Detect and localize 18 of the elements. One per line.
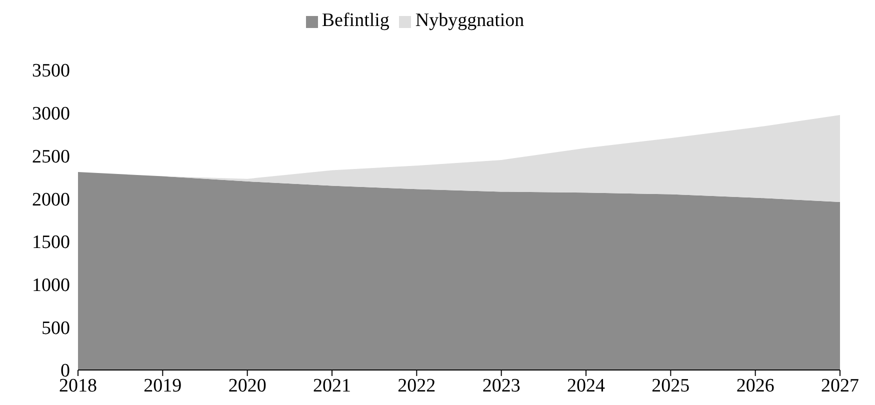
- x-tick-label: 2020: [228, 375, 266, 396]
- x-tick-label: 2022: [398, 375, 436, 396]
- x-tick-label: 2023: [482, 375, 520, 396]
- legend-label: Befintlig: [322, 10, 390, 31]
- x-tick-label: 2021: [313, 375, 351, 396]
- y-tick-label: 1000: [32, 275, 70, 296]
- legend-label: Nybyggnation: [415, 10, 524, 31]
- y-tick-label: 2000: [32, 189, 70, 210]
- x-tick-label: 2019: [144, 375, 182, 396]
- x-tick-label: 2024: [567, 375, 606, 396]
- x-tick-label: 2027: [821, 375, 859, 396]
- y-tick-label: 3000: [32, 104, 70, 125]
- x-tick-label: 2026: [736, 375, 774, 396]
- y-tick-label: 2500: [32, 146, 70, 168]
- y-tick-label: 500: [42, 318, 70, 339]
- y-tick-label: 3500: [32, 60, 70, 82]
- y-tick-label: 1500: [32, 232, 70, 254]
- x-tick-label: 2025: [652, 375, 690, 396]
